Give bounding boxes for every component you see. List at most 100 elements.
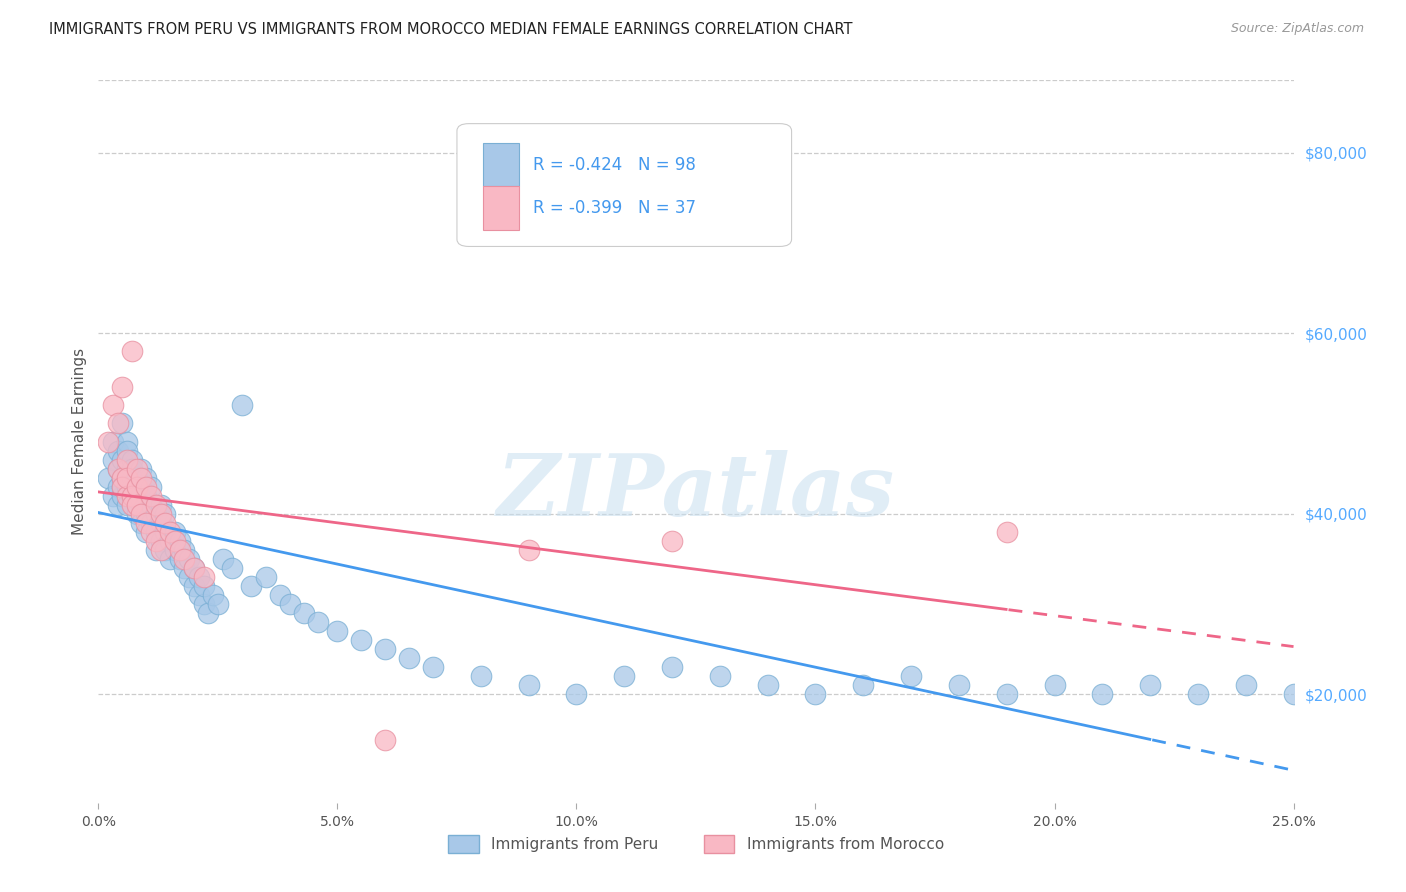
Point bbox=[97, 434, 120, 449]
Point bbox=[121, 461, 143, 475]
Point bbox=[111, 417, 134, 431]
Point bbox=[121, 489, 143, 503]
Point bbox=[1234, 678, 1257, 692]
Point bbox=[183, 579, 205, 593]
Point bbox=[197, 606, 219, 620]
Point bbox=[187, 570, 209, 584]
Point bbox=[193, 570, 215, 584]
Point bbox=[111, 480, 134, 494]
Point bbox=[125, 480, 148, 494]
Point bbox=[115, 480, 138, 494]
Point bbox=[145, 542, 167, 557]
Point bbox=[163, 542, 186, 557]
Point bbox=[145, 524, 167, 539]
Point bbox=[804, 687, 827, 701]
Point bbox=[173, 552, 195, 566]
Point bbox=[111, 470, 134, 484]
Text: R = -0.399   N = 37: R = -0.399 N = 37 bbox=[533, 199, 696, 217]
Point bbox=[101, 489, 124, 503]
Point bbox=[202, 588, 225, 602]
Point bbox=[173, 561, 195, 575]
Point bbox=[149, 542, 172, 557]
Point bbox=[139, 480, 162, 494]
Point bbox=[183, 561, 205, 575]
Point bbox=[169, 552, 191, 566]
Point bbox=[149, 498, 172, 512]
Point bbox=[125, 489, 148, 503]
Point bbox=[374, 732, 396, 747]
Point bbox=[517, 542, 540, 557]
Point bbox=[111, 470, 134, 484]
Point bbox=[155, 524, 177, 539]
Point bbox=[131, 470, 153, 484]
Point bbox=[661, 533, 683, 548]
Point bbox=[125, 461, 148, 475]
Point bbox=[231, 398, 253, 412]
Point bbox=[131, 507, 153, 521]
Point bbox=[135, 524, 157, 539]
Point bbox=[187, 588, 209, 602]
Point bbox=[179, 552, 201, 566]
Point bbox=[115, 461, 138, 475]
Point bbox=[139, 524, 162, 539]
Point bbox=[121, 470, 143, 484]
Point bbox=[155, 542, 177, 557]
Point bbox=[221, 561, 243, 575]
Point bbox=[173, 542, 195, 557]
FancyBboxPatch shape bbox=[457, 124, 792, 246]
Point bbox=[948, 678, 970, 692]
Point bbox=[613, 669, 636, 683]
Y-axis label: Median Female Earnings: Median Female Earnings bbox=[72, 348, 87, 535]
Point bbox=[1282, 687, 1305, 701]
Point bbox=[995, 524, 1018, 539]
Point bbox=[135, 480, 157, 494]
Point bbox=[240, 579, 263, 593]
Point bbox=[169, 542, 191, 557]
Text: R = -0.424   N = 98: R = -0.424 N = 98 bbox=[533, 156, 696, 174]
Point bbox=[350, 633, 373, 648]
Point bbox=[159, 552, 181, 566]
Legend: Immigrants from Peru, Immigrants from Morocco: Immigrants from Peru, Immigrants from Mo… bbox=[440, 827, 952, 860]
Point bbox=[135, 507, 157, 521]
Point bbox=[422, 660, 444, 674]
Point bbox=[135, 470, 157, 484]
Point bbox=[1091, 687, 1114, 701]
Point bbox=[97, 470, 120, 484]
Point bbox=[183, 561, 205, 575]
Point bbox=[155, 507, 177, 521]
Point bbox=[107, 461, 129, 475]
Text: ZIPatlas: ZIPatlas bbox=[496, 450, 896, 534]
FancyBboxPatch shape bbox=[484, 186, 519, 230]
Point bbox=[179, 570, 201, 584]
Point bbox=[517, 678, 540, 692]
Point bbox=[125, 498, 148, 512]
Point bbox=[101, 398, 124, 412]
Point bbox=[115, 434, 138, 449]
Point bbox=[101, 434, 124, 449]
Point bbox=[115, 498, 138, 512]
Point bbox=[115, 443, 138, 458]
Point bbox=[121, 452, 143, 467]
Point bbox=[269, 588, 291, 602]
Point bbox=[145, 498, 167, 512]
Point bbox=[111, 489, 134, 503]
Point bbox=[169, 533, 191, 548]
Point bbox=[995, 687, 1018, 701]
Point bbox=[107, 443, 129, 458]
Point bbox=[756, 678, 779, 692]
Point bbox=[193, 597, 215, 611]
Point bbox=[115, 470, 138, 484]
Point bbox=[121, 344, 143, 359]
Point bbox=[131, 498, 153, 512]
Point bbox=[131, 461, 153, 475]
Point bbox=[121, 498, 143, 512]
Point bbox=[159, 533, 181, 548]
Point bbox=[149, 516, 172, 530]
Point bbox=[125, 470, 148, 484]
FancyBboxPatch shape bbox=[484, 143, 519, 186]
Point bbox=[149, 533, 172, 548]
Point bbox=[125, 480, 148, 494]
Point bbox=[163, 524, 186, 539]
Point bbox=[111, 480, 134, 494]
Point bbox=[145, 507, 167, 521]
